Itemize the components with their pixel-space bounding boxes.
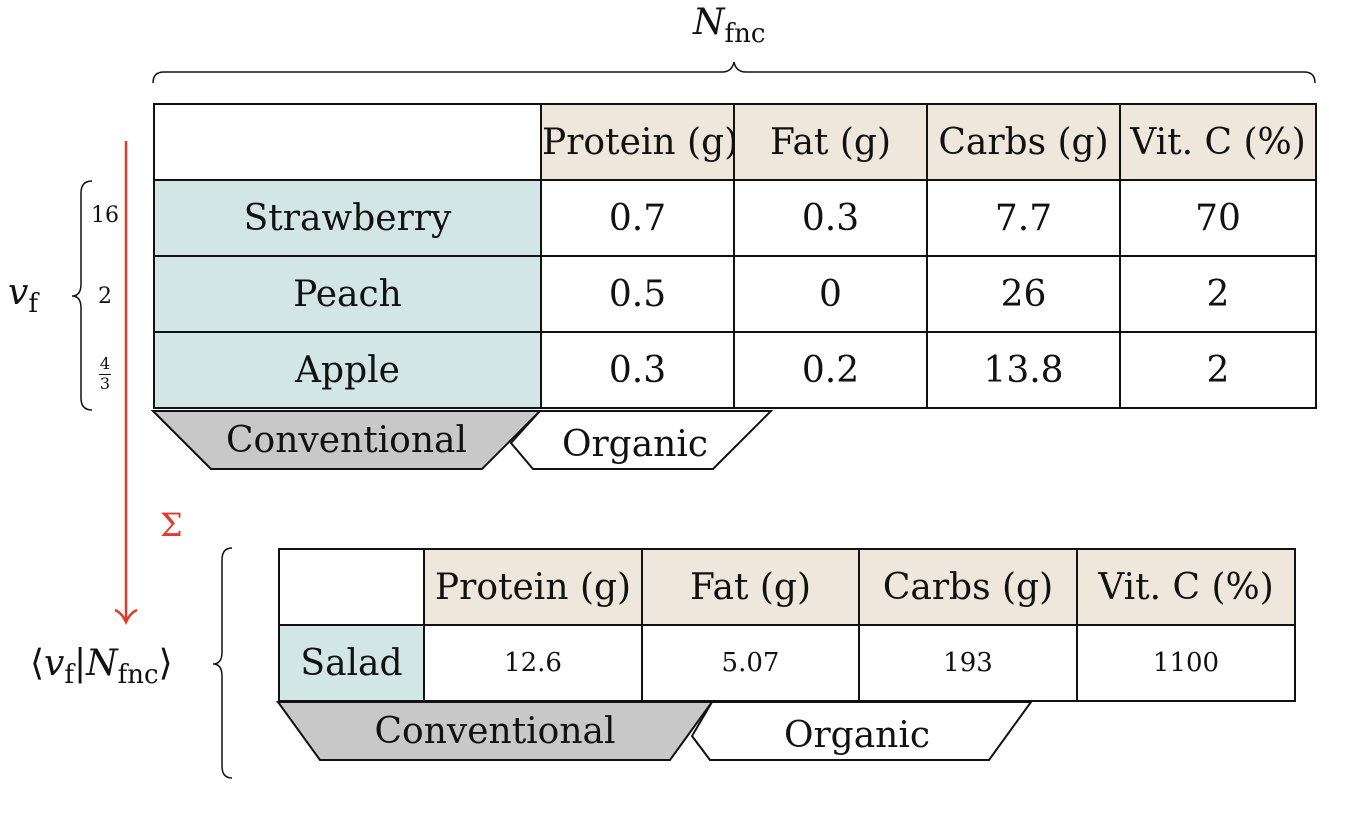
header-protein: Protein (g) xyxy=(540,103,735,181)
header-carbs: Carbs (g) xyxy=(926,103,1121,181)
label-n-sub: fnc xyxy=(117,660,159,690)
value-cell: 0.2 xyxy=(733,331,928,409)
value-cell: 0.5 xyxy=(540,255,735,333)
top-brace xyxy=(152,61,1316,84)
header-fat: Fat (g) xyxy=(733,103,928,181)
value-cell: 70 xyxy=(1119,179,1317,257)
header-protein: Protein (g) xyxy=(423,548,643,626)
tab-organic[interactable]: Organic xyxy=(561,424,709,465)
header-vitamin-c: Vit. C (%) xyxy=(1119,103,1317,181)
header-fat: Fat (g) xyxy=(641,548,860,626)
table-row: Peach 0.5 0 26 2 xyxy=(153,255,1317,333)
bracket-close: ⟩ xyxy=(158,643,173,684)
fraction: 4 3 xyxy=(99,354,111,393)
weight-strawberry: 16 xyxy=(91,203,119,228)
header-carbs: Carbs (g) xyxy=(858,548,1078,626)
weight-peach: 2 xyxy=(98,284,112,309)
value-cell: 0.3 xyxy=(733,179,928,257)
value-cell: 7.7 xyxy=(926,179,1121,257)
value-cell: 0 xyxy=(733,255,928,333)
value-cell: 26 xyxy=(926,255,1121,333)
value-cell: 1100 xyxy=(1076,624,1296,702)
result-brace xyxy=(212,547,233,779)
label-v: v xyxy=(44,643,65,684)
value-cell: 0.7 xyxy=(540,179,735,257)
sum-arrow-head xyxy=(114,608,138,626)
sum-symbol: Σ xyxy=(160,506,183,544)
value-cell: 0.3 xyxy=(540,331,735,409)
inner-product-label: ⟨vf|Nfnc⟩ xyxy=(30,643,173,688)
header-vitamin-c: Vit. C (%) xyxy=(1076,548,1296,626)
table-row: Strawberry 0.7 0.3 7.7 70 xyxy=(153,179,1317,257)
food-name: Strawberry xyxy=(153,179,542,257)
nutrient-matrix-label: Nfnc xyxy=(693,2,765,47)
label-v-sub: f xyxy=(64,660,75,690)
fraction-bar xyxy=(99,373,111,375)
food-name: Apple xyxy=(153,331,542,409)
bracket-separator: | xyxy=(74,643,87,684)
table-header-row: Protein (g) Fat (g) Carbs (g) Vit. C (%) xyxy=(278,548,1296,626)
vector-label: vf xyxy=(8,272,38,317)
fraction-numerator: 4 xyxy=(99,354,111,373)
value-cell: 5.07 xyxy=(641,624,860,702)
value-cell: 2 xyxy=(1119,255,1317,333)
value-cell: 12.6 xyxy=(423,624,643,702)
bracket-open: ⟨ xyxy=(30,643,45,684)
tab-organic[interactable]: Organic xyxy=(783,715,931,756)
label-n: N xyxy=(86,643,118,684)
table-row: Salad 12.6 5.07 193 1100 xyxy=(278,624,1296,702)
tab-conventional[interactable]: Conventional xyxy=(374,711,616,752)
fraction-denominator: 3 xyxy=(99,373,111,393)
table-row: Apple 0.3 0.2 13.8 2 xyxy=(153,331,1317,409)
food-name: Peach xyxy=(153,255,542,333)
food-nutrition-table: Protein (g) Fat (g) Carbs (g) Vit. C (%)… xyxy=(153,103,1317,409)
value-cell: 13.8 xyxy=(926,331,1121,409)
value-cell: 193 xyxy=(858,624,1078,702)
label-sub: f xyxy=(28,289,38,319)
tab-conventional[interactable]: Conventional xyxy=(225,420,468,461)
label-sub: fnc xyxy=(724,19,766,49)
salad-result-table: Protein (g) Fat (g) Carbs (g) Vit. C (%)… xyxy=(278,548,1296,702)
label-main: v xyxy=(8,272,29,313)
label-main: N xyxy=(693,2,725,43)
table-header-row: Protein (g) Fat (g) Carbs (g) Vit. C (%) xyxy=(153,103,1317,181)
corner-cell xyxy=(153,103,542,181)
weight-apple: 4 3 xyxy=(85,350,125,393)
corner-cell xyxy=(278,548,425,626)
value-cell: 2 xyxy=(1119,331,1317,409)
result-name: Salad xyxy=(278,624,425,702)
